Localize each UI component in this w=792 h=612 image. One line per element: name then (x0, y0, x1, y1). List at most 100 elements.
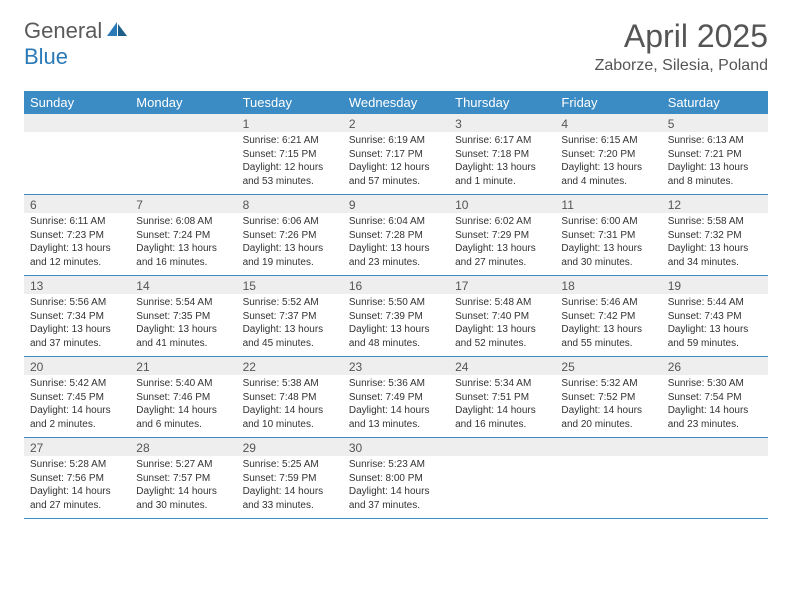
month-title: April 2025 (595, 18, 768, 55)
day-body: Sunrise: 6:17 AMSunset: 7:18 PMDaylight:… (449, 132, 555, 194)
day-body: Sunrise: 5:25 AMSunset: 7:59 PMDaylight:… (237, 456, 343, 518)
day-line: Sunrise: 5:38 AM (243, 377, 337, 391)
day-cell: 8Sunrise: 6:06 AMSunset: 7:26 PMDaylight… (237, 195, 343, 275)
day-line: Sunrise: 5:36 AM (349, 377, 443, 391)
day-line: and 48 minutes. (349, 337, 443, 351)
day-number: 30 (343, 438, 449, 456)
day-header-sunday: Sunday (24, 91, 130, 114)
day-number (449, 438, 555, 456)
day-cell: 28Sunrise: 5:27 AMSunset: 7:57 PMDayligh… (130, 438, 236, 518)
day-line: and 19 minutes. (243, 256, 337, 270)
weeks-container: 1Sunrise: 6:21 AMSunset: 7:15 PMDaylight… (24, 114, 768, 519)
day-cell: 26Sunrise: 5:30 AMSunset: 7:54 PMDayligh… (662, 357, 768, 437)
week-row: 1Sunrise: 6:21 AMSunset: 7:15 PMDaylight… (24, 114, 768, 195)
day-body: Sunrise: 5:54 AMSunset: 7:35 PMDaylight:… (130, 294, 236, 356)
day-line: Sunrise: 5:40 AM (136, 377, 230, 391)
day-body: Sunrise: 5:56 AMSunset: 7:34 PMDaylight:… (24, 294, 130, 356)
day-number: 5 (662, 114, 768, 132)
location-subtitle: Zaborze, Silesia, Poland (595, 57, 768, 75)
day-number: 10 (449, 195, 555, 213)
day-body: Sunrise: 5:48 AMSunset: 7:40 PMDaylight:… (449, 294, 555, 356)
day-line: Daylight: 13 hours (455, 242, 549, 256)
day-header-friday: Friday (555, 91, 661, 114)
day-line: Sunset: 7:59 PM (243, 472, 337, 486)
day-line: and 23 minutes. (668, 418, 762, 432)
day-line: Daylight: 13 hours (455, 323, 549, 337)
day-line: Daylight: 14 hours (349, 485, 443, 499)
day-body: Sunrise: 5:28 AMSunset: 7:56 PMDaylight:… (24, 456, 130, 518)
day-line: Daylight: 14 hours (455, 404, 549, 418)
day-line: and 4 minutes. (561, 175, 655, 189)
day-number: 7 (130, 195, 236, 213)
day-number: 21 (130, 357, 236, 375)
day-line: Sunset: 7:15 PM (243, 148, 337, 162)
day-body: Sunrise: 6:00 AMSunset: 7:31 PMDaylight:… (555, 213, 661, 275)
day-body: Sunrise: 5:52 AMSunset: 7:37 PMDaylight:… (237, 294, 343, 356)
day-line: Sunset: 7:40 PM (455, 310, 549, 324)
day-line: Daylight: 13 hours (561, 161, 655, 175)
day-cell: 15Sunrise: 5:52 AMSunset: 7:37 PMDayligh… (237, 276, 343, 356)
day-line: and 52 minutes. (455, 337, 549, 351)
day-line: Sunrise: 6:13 AM (668, 134, 762, 148)
day-line: and 16 minutes. (136, 256, 230, 270)
day-line: Daylight: 14 hours (668, 404, 762, 418)
day-line: Sunrise: 5:44 AM (668, 296, 762, 310)
day-line: Sunrise: 5:46 AM (561, 296, 655, 310)
day-body: Sunrise: 6:13 AMSunset: 7:21 PMDaylight:… (662, 132, 768, 194)
day-number: 24 (449, 357, 555, 375)
day-cell (449, 438, 555, 518)
day-line: Daylight: 13 hours (668, 161, 762, 175)
day-line: Daylight: 14 hours (30, 404, 124, 418)
day-body: Sunrise: 6:08 AMSunset: 7:24 PMDaylight:… (130, 213, 236, 275)
day-line: Daylight: 13 hours (136, 323, 230, 337)
day-body: Sunrise: 5:27 AMSunset: 7:57 PMDaylight:… (130, 456, 236, 518)
day-line: Sunset: 7:21 PM (668, 148, 762, 162)
day-line: and 37 minutes. (349, 499, 443, 513)
day-line: Sunrise: 6:15 AM (561, 134, 655, 148)
day-number: 22 (237, 357, 343, 375)
day-body: Sunrise: 5:58 AMSunset: 7:32 PMDaylight:… (662, 213, 768, 275)
day-number: 23 (343, 357, 449, 375)
day-header-tuesday: Tuesday (237, 91, 343, 114)
day-number: 27 (24, 438, 130, 456)
day-line: Sunrise: 6:06 AM (243, 215, 337, 229)
day-cell: 5Sunrise: 6:13 AMSunset: 7:21 PMDaylight… (662, 114, 768, 194)
day-number: 13 (24, 276, 130, 294)
day-number: 25 (555, 357, 661, 375)
day-line: Sunset: 7:20 PM (561, 148, 655, 162)
day-cell: 16Sunrise: 5:50 AMSunset: 7:39 PMDayligh… (343, 276, 449, 356)
day-line: Sunrise: 6:02 AM (455, 215, 549, 229)
day-cell: 12Sunrise: 5:58 AMSunset: 7:32 PMDayligh… (662, 195, 768, 275)
day-line: Sunset: 7:32 PM (668, 229, 762, 243)
day-number: 26 (662, 357, 768, 375)
day-cell: 7Sunrise: 6:08 AMSunset: 7:24 PMDaylight… (130, 195, 236, 275)
header: General April 2025 Zaborze, Silesia, Pol… (0, 0, 792, 83)
day-line: Daylight: 13 hours (668, 242, 762, 256)
day-body (130, 132, 236, 188)
day-line: Sunrise: 5:54 AM (136, 296, 230, 310)
day-cell (130, 114, 236, 194)
day-line: Sunset: 7:56 PM (30, 472, 124, 486)
week-row: 20Sunrise: 5:42 AMSunset: 7:45 PMDayligh… (24, 357, 768, 438)
day-cell: 11Sunrise: 6:00 AMSunset: 7:31 PMDayligh… (555, 195, 661, 275)
day-line: Sunset: 7:52 PM (561, 391, 655, 405)
day-line: Sunrise: 5:30 AM (668, 377, 762, 391)
day-cell: 25Sunrise: 5:32 AMSunset: 7:52 PMDayligh… (555, 357, 661, 437)
day-line: Sunset: 7:35 PM (136, 310, 230, 324)
day-line: Sunset: 7:17 PM (349, 148, 443, 162)
day-number: 6 (24, 195, 130, 213)
day-body: Sunrise: 6:06 AMSunset: 7:26 PMDaylight:… (237, 213, 343, 275)
day-number (130, 114, 236, 132)
day-line: Daylight: 13 hours (561, 242, 655, 256)
day-header-saturday: Saturday (662, 91, 768, 114)
day-line: and 6 minutes. (136, 418, 230, 432)
day-line: Daylight: 13 hours (455, 161, 549, 175)
day-line: Sunrise: 6:00 AM (561, 215, 655, 229)
day-line: Sunset: 7:28 PM (349, 229, 443, 243)
day-line: and 53 minutes. (243, 175, 337, 189)
day-cell: 3Sunrise: 6:17 AMSunset: 7:18 PMDaylight… (449, 114, 555, 194)
day-line: Sunset: 7:34 PM (30, 310, 124, 324)
day-line: Daylight: 13 hours (30, 242, 124, 256)
day-line: Daylight: 12 hours (243, 161, 337, 175)
logo-text-blue: Blue (24, 44, 68, 69)
